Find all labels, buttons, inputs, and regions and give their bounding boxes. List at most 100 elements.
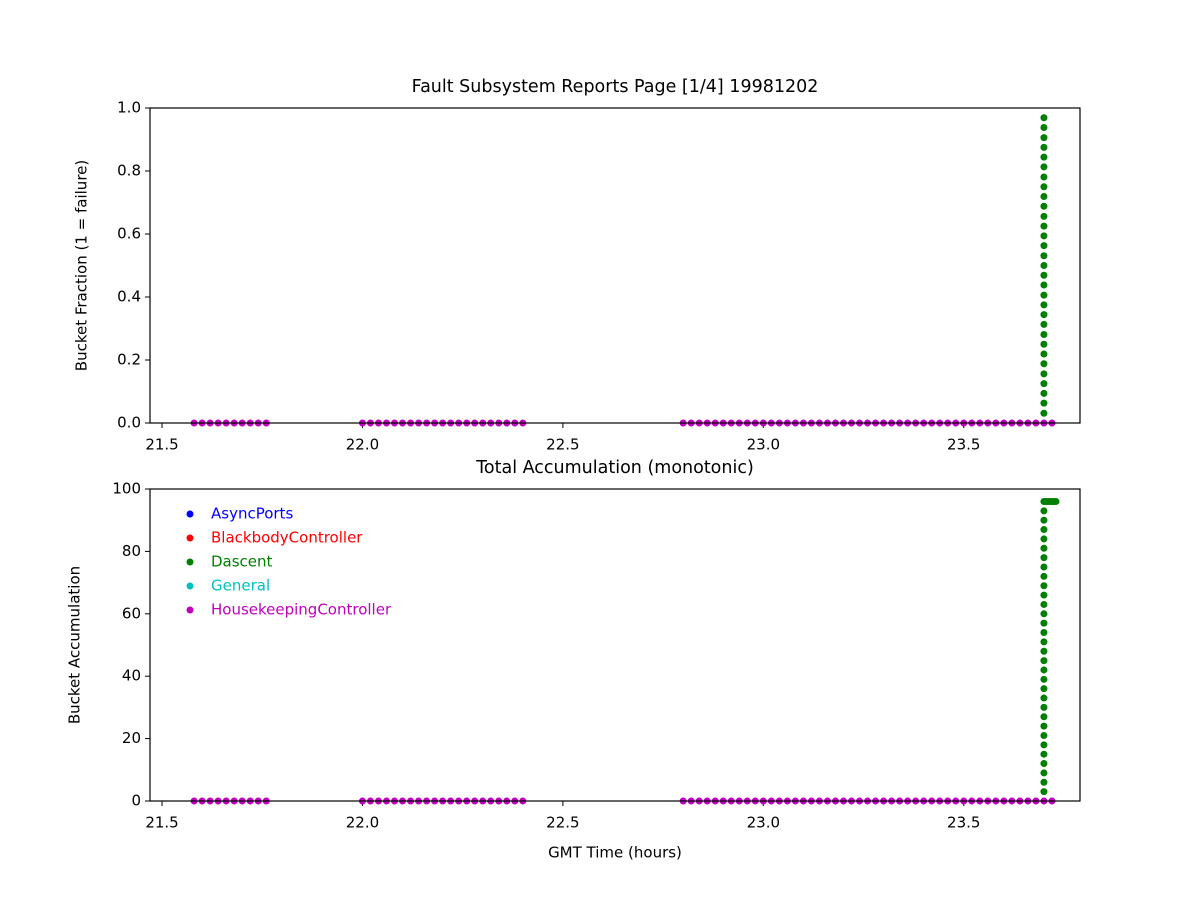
scatter-point <box>1040 350 1048 358</box>
scatter-point <box>1040 638 1048 646</box>
y-tick-label: 40 <box>122 667 141 685</box>
scatter-point <box>1040 788 1048 796</box>
scatter-point <box>1040 360 1048 368</box>
legend-marker <box>186 510 194 518</box>
scatter-point <box>1040 657 1048 665</box>
y-tick-label: 0 <box>131 792 141 810</box>
x-tick-label: 23.5 <box>947 436 980 454</box>
axes-frame <box>149 107 1081 424</box>
legend-marker <box>186 582 194 590</box>
scatter-point <box>1040 291 1048 299</box>
scatter-point <box>1040 262 1048 269</box>
scatter-point <box>1040 526 1048 534</box>
y-tick-label: 80 <box>122 542 141 560</box>
legend-label: Dascent <box>211 553 273 571</box>
y-tick-label: 100 <box>112 480 141 498</box>
scatter-point <box>1040 591 1048 599</box>
x-tick-label: 22.5 <box>546 814 579 832</box>
y-tick-label: 20 <box>122 729 141 747</box>
scatter-point <box>1040 516 1048 524</box>
scatter-point <box>1040 619 1048 627</box>
scatter-point <box>1040 380 1048 388</box>
scatter-point <box>1040 153 1048 161</box>
scatter-point <box>1040 389 1048 397</box>
scatter-point <box>1040 694 1048 702</box>
scatter-point <box>1040 778 1048 786</box>
x-tick-label: 23.0 <box>747 436 780 454</box>
scatter-point <box>1040 731 1048 739</box>
scatter-point <box>1040 760 1048 768</box>
axes-frame <box>149 488 1081 802</box>
scatter-point <box>1040 535 1048 543</box>
scatter-point <box>1040 563 1048 571</box>
scatter-point <box>1040 232 1048 240</box>
scatter-point <box>1040 114 1048 122</box>
x-tick-label: 21.5 <box>145 814 178 832</box>
x-tick-label: 22.0 <box>346 814 379 832</box>
scatter-point <box>1040 212 1048 220</box>
scatter-point <box>1040 124 1048 132</box>
y-tick-label: 1.0 <box>117 99 141 117</box>
scatter-point <box>1040 409 1048 417</box>
y-tick-label: 0.0 <box>117 414 141 432</box>
scatter-point <box>1040 629 1048 637</box>
scatter-point <box>1040 271 1048 279</box>
scatter-point <box>1040 163 1048 171</box>
scatter-point <box>1040 544 1048 552</box>
y-axis-label: Bucket Fraction (1 = failure) <box>73 160 91 371</box>
scatter-point <box>1040 252 1048 260</box>
scatter-point <box>1040 572 1048 580</box>
scatter-point <box>1040 554 1048 562</box>
x-tick-label: 22.0 <box>346 436 379 454</box>
y-tick-label: 0.8 <box>117 162 141 180</box>
scatter-point <box>1040 685 1048 693</box>
scatter-point <box>1040 582 1048 590</box>
y-tick-label: 0.6 <box>117 225 141 243</box>
y-axis-label: Bucket Accumulation <box>66 566 84 724</box>
scatter-point <box>1040 703 1048 711</box>
scatter-point <box>1040 320 1048 328</box>
x-tick-label: 22.5 <box>546 436 579 454</box>
x-tick-label: 23.5 <box>947 814 980 832</box>
y-tick-label: 0.2 <box>117 351 141 369</box>
scatter-point <box>1040 242 1048 250</box>
scatter-point <box>1040 193 1048 201</box>
chart-title: Total Accumulation (monotonic) <box>475 458 754 478</box>
y-tick-label: 60 <box>122 604 141 622</box>
scatter-point <box>1040 173 1048 181</box>
scatter-point <box>1040 340 1048 348</box>
scatter-point <box>1040 610 1048 618</box>
scatter-point <box>1040 134 1048 142</box>
legend-marker <box>186 558 194 566</box>
scatter-point <box>1040 399 1048 407</box>
legend-label: General <box>211 577 270 595</box>
legend-label: AsyncPorts <box>211 505 293 523</box>
scatter-point <box>1040 143 1048 151</box>
scatter-point <box>1040 222 1048 230</box>
scatter-point <box>1040 370 1048 378</box>
scatter-point <box>1040 713 1048 721</box>
scatter-point <box>1040 330 1048 338</box>
scatter-point <box>1040 722 1048 730</box>
x-tick-label: 23.0 <box>747 814 780 832</box>
scatter-point <box>1040 769 1048 777</box>
scatter-point <box>1040 647 1048 655</box>
legend-label: HousekeepingController <box>211 601 392 619</box>
scatter-point <box>1040 507 1048 515</box>
y-tick-label: 0.4 <box>117 288 141 306</box>
scatter-point <box>1040 311 1048 319</box>
legend-marker <box>186 606 194 614</box>
scatter-point <box>1052 497 1060 505</box>
scatter-point <box>1040 281 1048 289</box>
scatter-point <box>1040 750 1048 758</box>
scatter-point <box>1040 600 1048 608</box>
chart-title: Fault Subsystem Reports Page [1/4] 19981… <box>412 77 819 97</box>
x-tick-label: 21.5 <box>145 436 178 454</box>
scatter-point <box>1040 301 1048 309</box>
scatter-point <box>1040 675 1048 683</box>
x-axis-label: GMT Time (hours) <box>548 844 682 862</box>
scatter-point <box>1040 202 1048 210</box>
scatter-point <box>1040 666 1048 674</box>
